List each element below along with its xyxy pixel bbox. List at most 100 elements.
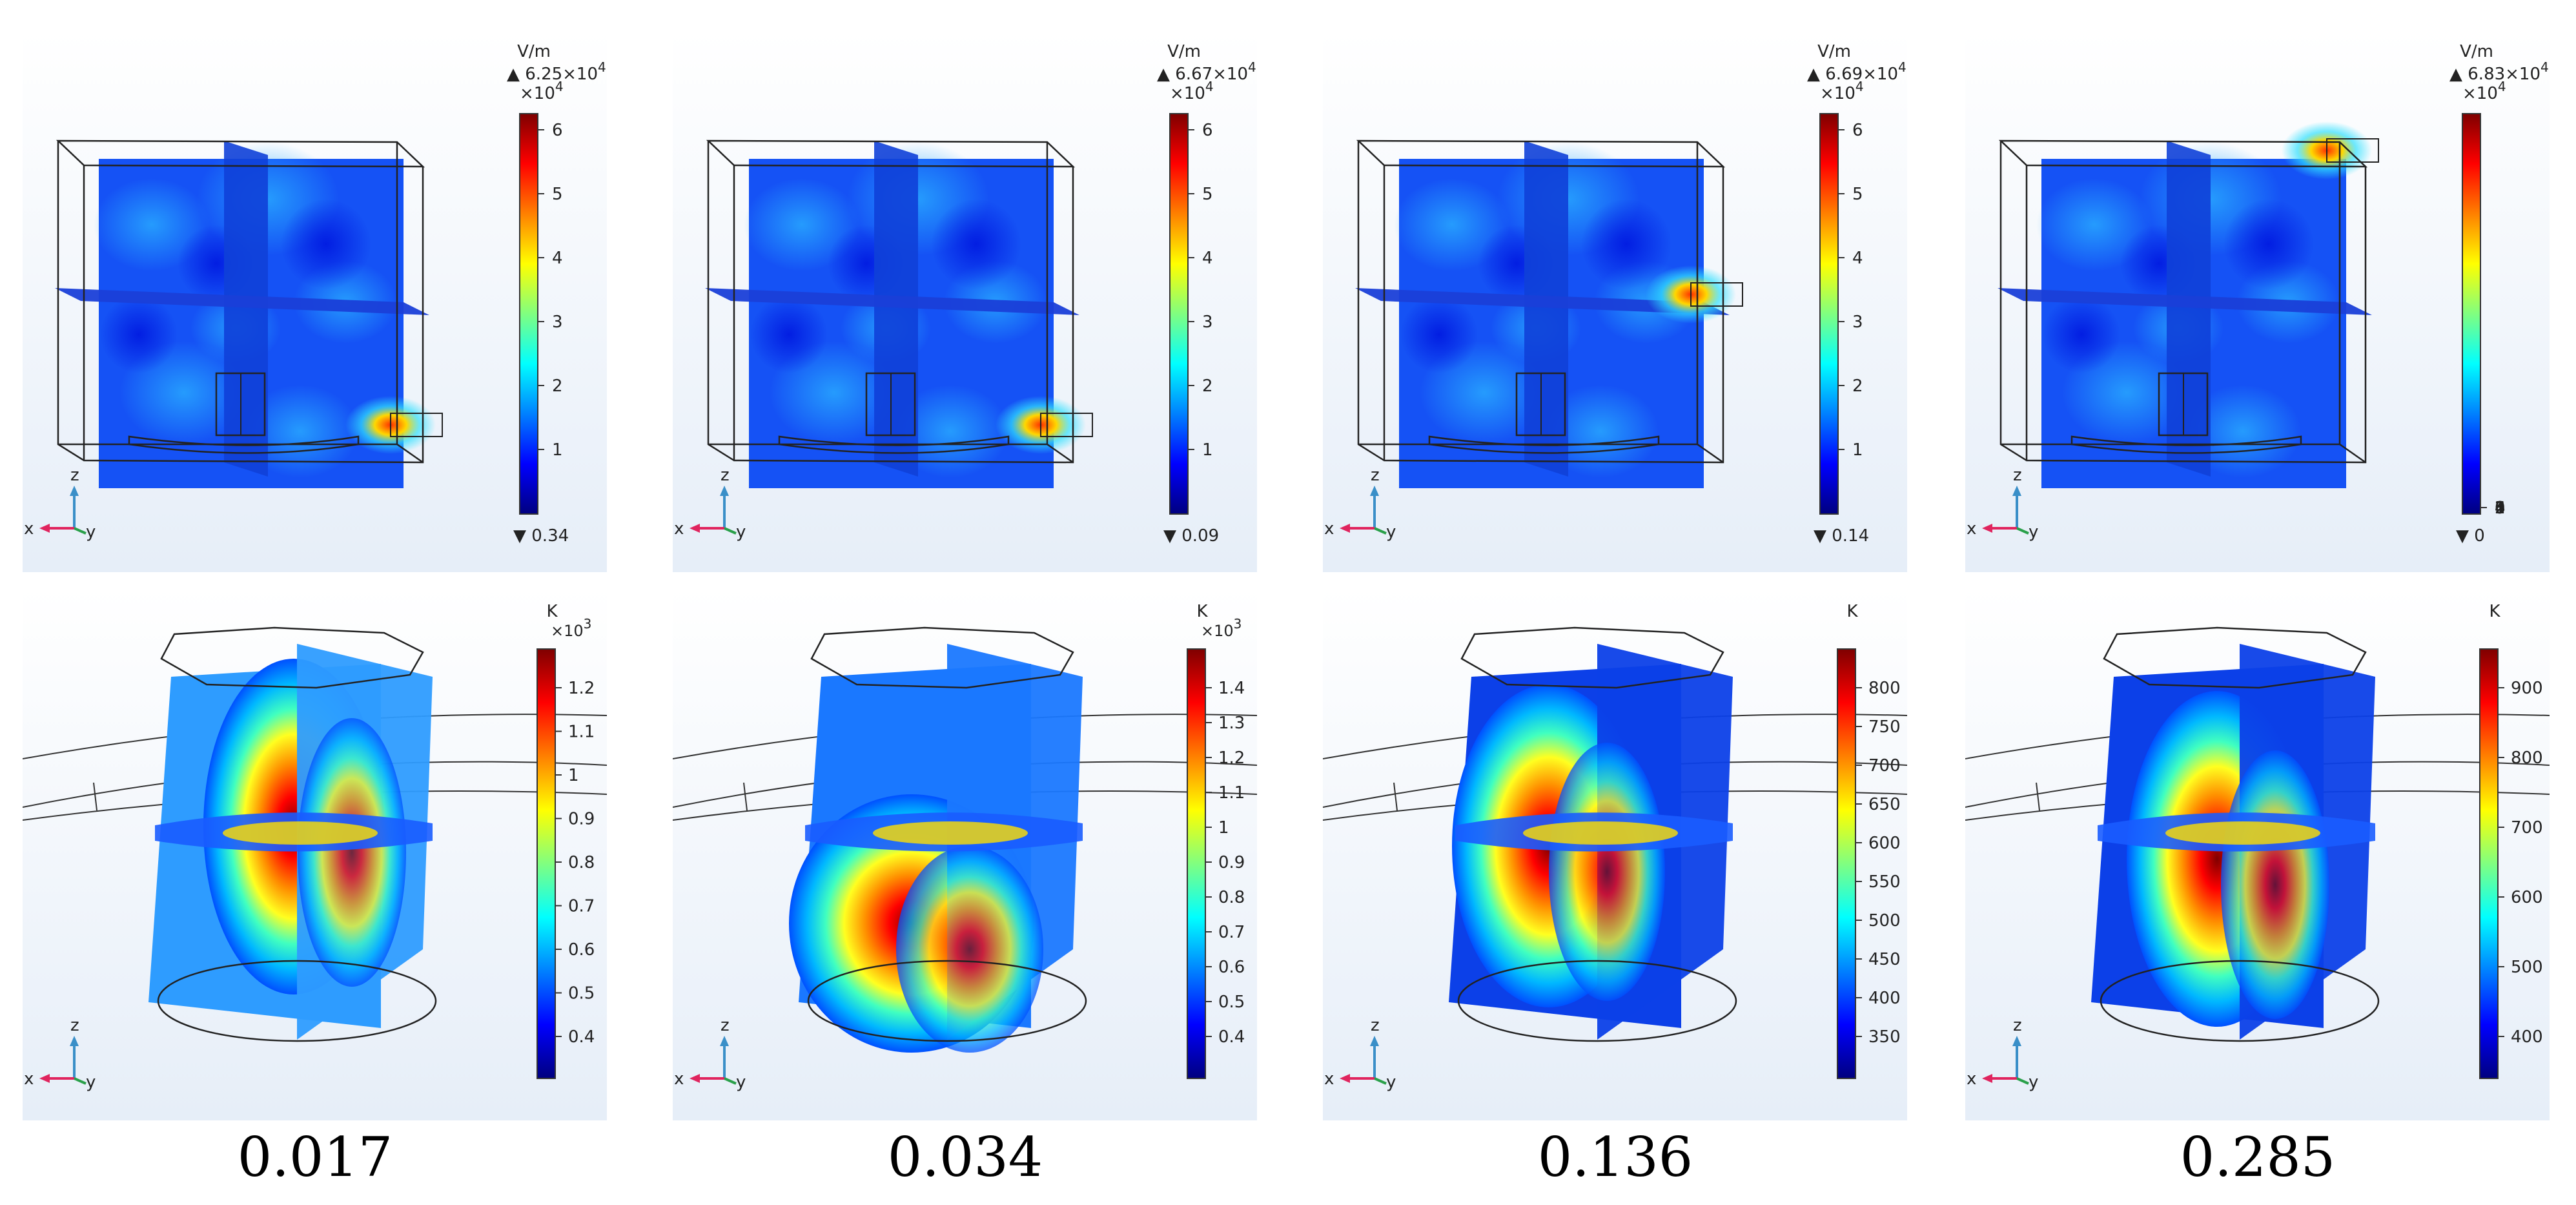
- field-slices: [1998, 121, 2379, 488]
- temperature-multiplier: ×103: [1201, 616, 1242, 640]
- colorbar: [2462, 113, 2481, 515]
- y-axis-arrow: [724, 1077, 737, 1085]
- colorbar-tick-label: 3: [552, 313, 563, 332]
- colorbar: [519, 113, 538, 515]
- y-axis-arrow: [1374, 1077, 1387, 1085]
- x-axis-label: x: [674, 519, 684, 539]
- field-min-label: ▼ 0.09: [1163, 526, 1219, 546]
- temperature-panel-2: 0.4 0.5 0.6 0.7 0.8 0.9 1 1.1 1.2 1.3 1.4 K ×103 z x y: [673, 588, 1257, 1120]
- y-axis-label: y: [86, 1073, 96, 1092]
- cylinder-slices: [789, 644, 1083, 1053]
- colorbar-tick-label: 800: [1868, 679, 1901, 698]
- cylinder-slices: [2091, 644, 2375, 1040]
- y-axis-arrow: [724, 527, 737, 535]
- colorbar-tick-label: 1.1: [568, 723, 595, 742]
- colorbar: [1169, 113, 1189, 515]
- colorbar-tick-label: 5: [2495, 499, 2506, 518]
- colorbar-tick-label: 550: [1868, 872, 1901, 892]
- y-axis-arrow: [2016, 527, 2029, 535]
- colorbar-tick-label: 1.2: [568, 679, 595, 698]
- colorbar-tick-label: 5: [552, 185, 563, 204]
- port-box: [1690, 282, 1743, 307]
- field-multiplier: ×104: [1820, 79, 1864, 103]
- z-axis-label: z: [70, 1016, 79, 1035]
- colorbar-tick-label: 700: [2511, 818, 2543, 838]
- cavity-wireframe: [1998, 139, 2368, 464]
- colorbar-tick-label: 750: [1868, 717, 1901, 737]
- field-multiplier: ×104: [520, 79, 564, 103]
- colorbar-tick-label: 6: [552, 121, 563, 140]
- colorbar-tick-label: 3: [1202, 313, 1213, 332]
- colorbar-tick-label: 2: [1852, 376, 1863, 396]
- colorbar: [537, 648, 556, 1079]
- colorbar-tick-label: 800: [2511, 748, 2543, 768]
- y-axis-label: y: [736, 522, 746, 542]
- x-axis-label: x: [24, 519, 34, 539]
- cylinder-outline: [157, 626, 437, 1042]
- temperature-unit: K: [2489, 602, 2500, 621]
- field-panel-3: 1 2 3 4 5 6 V/m ▲ 6.69×104 ×104 ▼ 0.14 z x y: [1323, 31, 1907, 572]
- colorbar: [1819, 113, 1839, 515]
- z-axis-label: z: [70, 466, 79, 485]
- x-axis-label: x: [1967, 1069, 1976, 1089]
- cavity-wireframe: [56, 139, 425, 464]
- field-panel-2: 1 2 3 4 5 6 V/m ▲ 6.67×104 ×104 ▼ 0.09 z x y: [673, 31, 1257, 572]
- temperature-multiplier: ×103: [551, 616, 591, 640]
- x-axis-label: x: [1967, 519, 1976, 539]
- field-multiplier: ×104: [2462, 79, 2506, 103]
- temperature-unit: K: [1196, 602, 1208, 621]
- colorbar-tick-label: 2: [552, 376, 563, 396]
- x-axis-label: x: [1324, 519, 1334, 539]
- colorbar-tick-label: 500: [1868, 911, 1901, 931]
- colorbar-tick-label: 4: [552, 249, 563, 268]
- field-max-label: ▲ 6.67×104: [1157, 59, 1256, 84]
- colorbar-tick-label: 1: [2495, 499, 2506, 518]
- colorbar-tick-label: 3: [2495, 499, 2506, 518]
- field-multiplier: ×104: [1170, 79, 1214, 103]
- caption-1: 0.017: [237, 1126, 393, 1189]
- caption-2: 0.034: [887, 1126, 1043, 1189]
- z-axis-label: z: [2013, 466, 2022, 485]
- colorbar-tick-label: 0.7: [568, 897, 595, 916]
- cavity-wireframe: [1356, 139, 1726, 464]
- colorbar: [2479, 648, 2499, 1079]
- colorbar-tick-label: 0.9: [568, 810, 595, 829]
- field-min-label: ▼ 0.34: [513, 526, 569, 546]
- z-axis-label: z: [721, 466, 730, 485]
- x-axis-label: x: [1324, 1069, 1334, 1089]
- colorbar-tick-label: 1: [1218, 818, 1229, 838]
- colorbar-tick-label: 0.6: [1218, 958, 1245, 977]
- field-max-label: ▲ 6.25×104: [507, 59, 606, 84]
- port-box: [2326, 138, 2379, 163]
- cylinder-slices: [148, 644, 433, 1040]
- colorbar-tick-label: 1: [1852, 440, 1863, 460]
- field-slices: [55, 141, 443, 488]
- y-axis-label: y: [2029, 522, 2038, 542]
- z-axis-label: z: [1371, 466, 1380, 485]
- caption-3: 0.136: [1537, 1126, 1693, 1189]
- y-axis-label: y: [86, 522, 96, 542]
- y-axis-arrow: [2016, 1077, 2029, 1085]
- field-slices: [1355, 141, 1743, 488]
- cylinder-slices: [1449, 644, 1733, 1040]
- port-box: [390, 413, 443, 437]
- z-axis-label: z: [1371, 1016, 1380, 1035]
- colorbar-tick-label: 5: [1852, 185, 1863, 204]
- temperature-unit: K: [546, 602, 558, 621]
- y-axis-arrow: [74, 527, 87, 535]
- x-axis-label: x: [674, 1069, 684, 1089]
- x-axis-label: x: [24, 1069, 34, 1089]
- colorbar-tick-label: 0.4: [568, 1027, 595, 1047]
- colorbar-tick-label: 400: [1868, 989, 1901, 1008]
- colorbar-tick-label: 400: [2511, 1027, 2543, 1047]
- field-unit: V/m: [1817, 42, 1851, 61]
- colorbar-tick-label: 600: [2511, 888, 2543, 907]
- colorbar-tick-label: 0.5: [568, 984, 595, 1004]
- colorbar-tick-label: 0.8: [568, 853, 595, 872]
- colorbar-tick-label: 1.3: [1218, 714, 1245, 733]
- colorbar-tick-label: 900: [2511, 679, 2543, 698]
- colorbar-tick-label: 0.7: [1218, 923, 1245, 942]
- cylinder-outline: [807, 626, 1087, 1042]
- colorbar-tick-label: 6: [1202, 121, 1213, 140]
